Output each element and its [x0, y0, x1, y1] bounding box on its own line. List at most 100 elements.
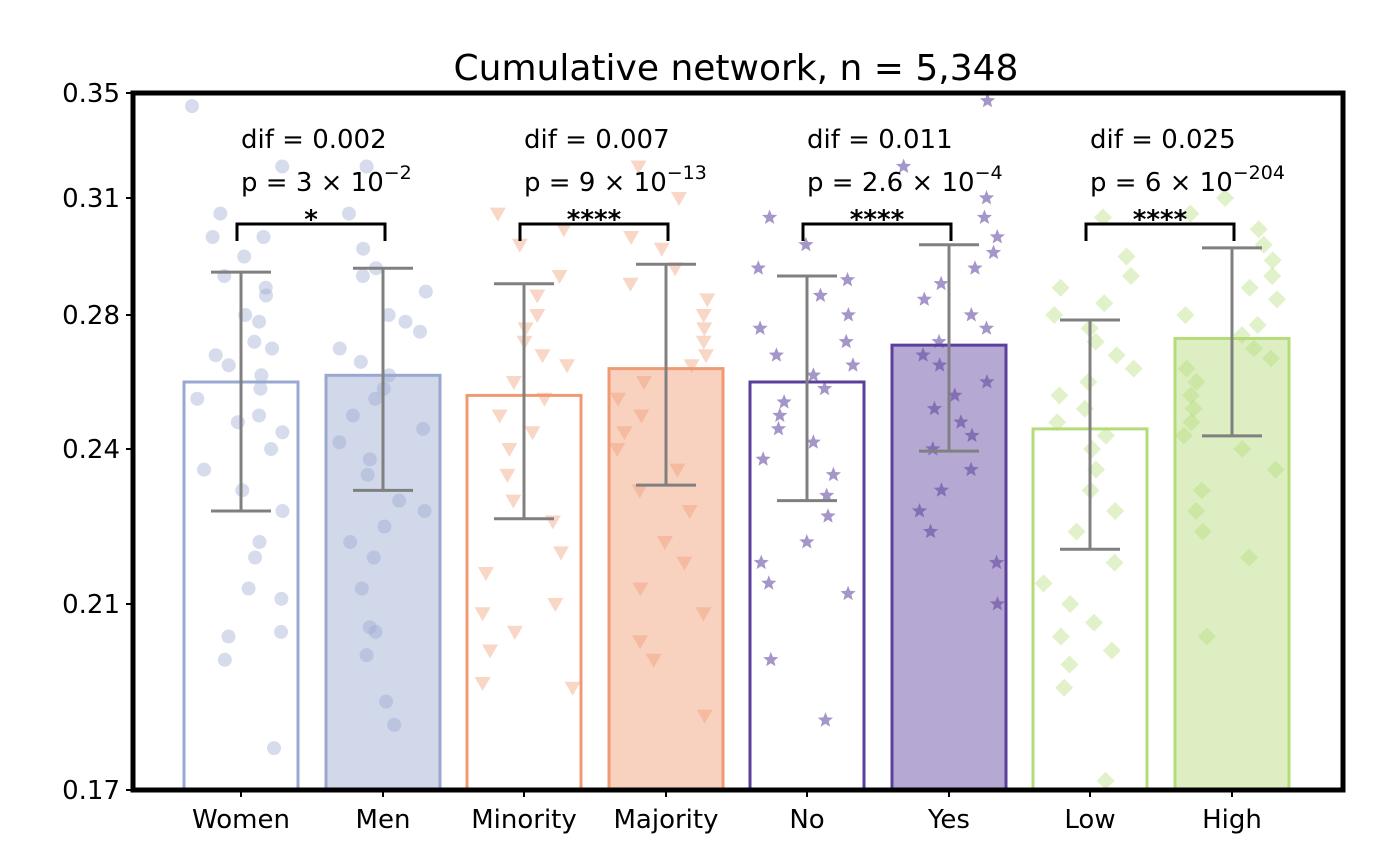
p-value-annotation: p = 2.6 × 10−4 [807, 162, 1003, 198]
data-point [360, 467, 375, 482]
data-point [275, 425, 290, 440]
data-point [230, 415, 245, 430]
data-point [911, 503, 928, 518]
data-point [275, 159, 290, 174]
x-tick-label: Low [1064, 805, 1115, 835]
data-point [750, 260, 766, 275]
data-point [529, 289, 546, 304]
data-point [985, 244, 1002, 260]
axes-frame [130, 90, 1346, 793]
data-point [274, 624, 289, 639]
significance-bracket [518, 222, 670, 241]
data-point [1096, 771, 1115, 790]
data-point [695, 309, 712, 323]
data-point [696, 709, 713, 724]
data-point [208, 348, 223, 363]
data-point [933, 482, 949, 497]
data-point [499, 468, 516, 483]
x-tick-label: High [1202, 805, 1262, 835]
data-point [221, 358, 236, 373]
data-point [967, 260, 983, 275]
data-point [1121, 267, 1140, 285]
data-point [416, 421, 431, 436]
data-point [978, 190, 995, 205]
data-point [1051, 627, 1070, 646]
data-point [387, 717, 402, 732]
data-point [1067, 522, 1086, 541]
significance-bracket [1084, 222, 1236, 241]
data-point [237, 249, 252, 264]
data-point [1176, 306, 1195, 324]
x-tick-label: Men [356, 805, 411, 835]
data-point [1051, 278, 1070, 297]
data-point [353, 354, 368, 369]
data-point [551, 270, 568, 284]
data-point [768, 347, 784, 362]
data-point [1192, 481, 1211, 500]
significance-bracket [235, 222, 387, 241]
data-point [752, 320, 768, 335]
data-point [761, 575, 777, 590]
y-tick-label: 0.21 [62, 590, 120, 620]
data-point [1096, 426, 1115, 445]
data-point [559, 359, 576, 374]
data-point [631, 484, 648, 499]
data-point [1262, 349, 1281, 368]
data-point [616, 426, 633, 441]
data-point [506, 625, 523, 640]
data-point [1254, 235, 1273, 254]
data-point [392, 493, 407, 508]
data-point [963, 461, 979, 477]
data-point [1197, 627, 1216, 646]
data-point [345, 408, 360, 423]
data-point [1263, 251, 1282, 270]
data-point [252, 314, 267, 329]
data-point [610, 392, 627, 407]
data-point [258, 280, 273, 295]
data-point [922, 523, 939, 539]
data-point [805, 367, 821, 382]
data-point [511, 238, 528, 253]
p-value-annotation: p = 9 × 10−13 [524, 162, 707, 198]
data-point [529, 309, 546, 323]
data-point [474, 607, 491, 622]
data-point [1048, 413, 1067, 432]
data-point [505, 376, 522, 390]
dif-annotation: dif = 0.025 [1090, 125, 1236, 155]
data-point [553, 546, 570, 561]
data-point [845, 357, 861, 372]
significance-stars: * [304, 205, 318, 235]
data-point [681, 505, 698, 519]
data-point [979, 374, 995, 389]
data-point [1233, 440, 1252, 458]
data-point [547, 598, 564, 612]
data-point [524, 426, 541, 441]
data-point [932, 357, 948, 372]
data-point [1106, 502, 1125, 520]
data-point [776, 394, 792, 409]
data-point [252, 535, 267, 549]
data-point [1105, 553, 1124, 572]
data-point [1045, 306, 1064, 324]
data-point [1193, 522, 1212, 541]
data-point [820, 508, 836, 523]
data-point [953, 414, 969, 429]
data-point [332, 435, 347, 450]
data-point [825, 466, 841, 482]
data-point [916, 291, 932, 306]
data-point [622, 277, 639, 292]
data-point [1083, 440, 1102, 458]
data-point [258, 288, 273, 303]
x-tick-label: Minority [471, 805, 577, 835]
data-point [656, 536, 673, 550]
data-point [989, 229, 1005, 244]
data-point [1061, 595, 1080, 613]
data-point [368, 391, 383, 406]
data-point [517, 322, 534, 337]
data-point [555, 223, 572, 238]
data-point [964, 427, 980, 443]
data-point [501, 443, 518, 457]
data-point [362, 452, 377, 467]
y-tick-label: 0.17 [62, 776, 120, 806]
